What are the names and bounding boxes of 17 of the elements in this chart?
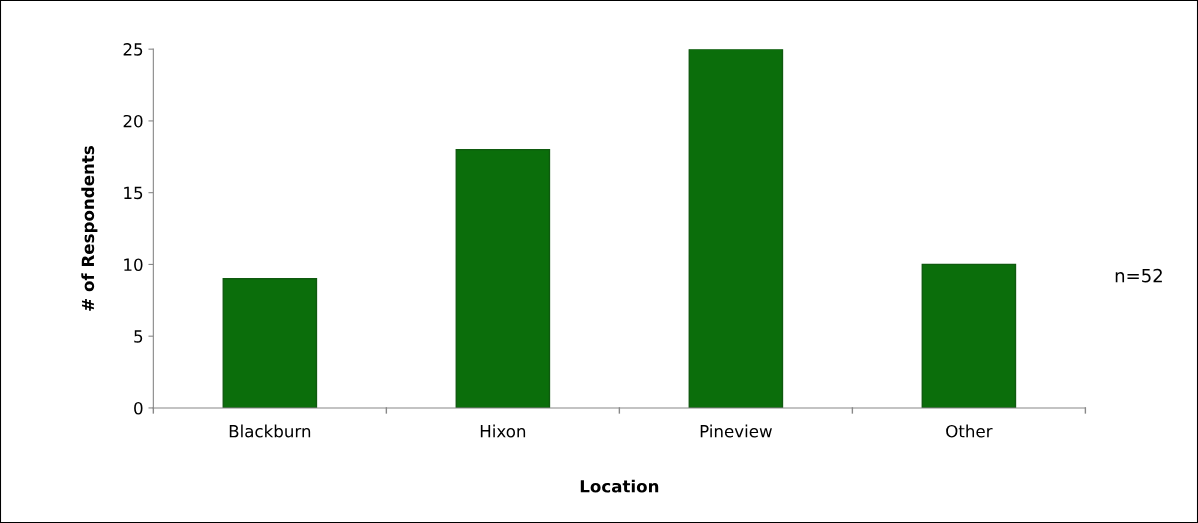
- y-axis-title: # of Respondents: [81, 146, 98, 311]
- y-tick-label: 10: [124, 258, 143, 271]
- text: n=52: [1115, 268, 1162, 283]
- y-tick-label: 15: [124, 186, 143, 200]
- bar: [455, 148, 551, 408]
- bar: [222, 278, 318, 408]
- bar: [688, 49, 784, 408]
- y-tick-label: 25: [123, 43, 143, 56]
- y-tick-label: 20: [123, 114, 143, 128]
- y-tick-label: 5: [134, 330, 143, 343]
- y-tick-label: 0: [134, 401, 143, 415]
- x-axis-title: Location: [580, 479, 659, 493]
- bar: [921, 263, 1017, 408]
- x-tick-label: Blackburn: [229, 424, 311, 438]
- x-tick-label: Hixon: [480, 424, 526, 438]
- x-tick-label: Other: [946, 424, 993, 438]
- x-tick-label: Pineview: [700, 424, 772, 438]
